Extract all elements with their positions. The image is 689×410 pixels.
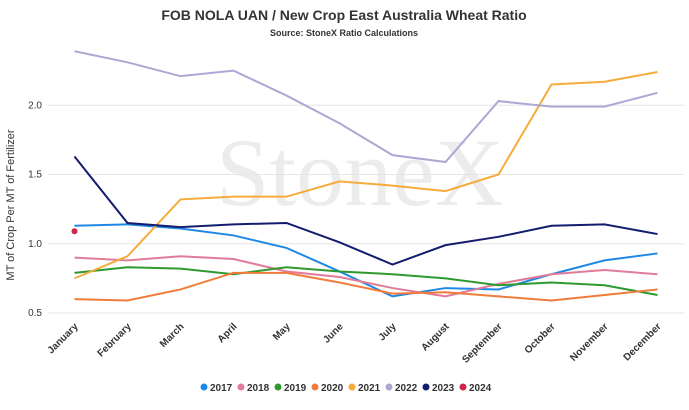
watermark: StoneX xyxy=(216,119,504,226)
x-tick-label: March xyxy=(158,321,187,350)
legend-marker xyxy=(274,383,282,391)
legend-label: 2017 xyxy=(210,383,233,394)
x-tick-label: September xyxy=(460,321,504,365)
legend-label: 2020 xyxy=(321,383,344,394)
y-tick-label: 0.5 xyxy=(28,308,42,319)
legend-marker xyxy=(459,383,467,391)
y-tick-label: 2.0 xyxy=(28,100,42,111)
y-tick-label: 1.0 xyxy=(28,239,42,250)
x-tick-label: November xyxy=(568,321,610,363)
series-point xyxy=(71,228,78,235)
legend-label: 2022 xyxy=(395,383,418,394)
series-line xyxy=(73,155,658,266)
series-line xyxy=(74,255,658,298)
legend-label: 2018 xyxy=(247,383,270,394)
x-tick-label: January xyxy=(46,321,81,356)
series-line xyxy=(74,223,658,298)
x-tick-label: May xyxy=(271,321,293,343)
legend-marker xyxy=(385,383,393,391)
legend-marker xyxy=(237,383,245,391)
legend-marker xyxy=(348,383,356,391)
x-tick-label: October xyxy=(523,321,558,356)
legend-label: 2023 xyxy=(432,383,455,394)
legend-label: 2021 xyxy=(358,383,381,394)
legend-label: 2024 xyxy=(469,383,492,394)
x-tick-label: July xyxy=(377,321,399,343)
series-line xyxy=(74,271,658,302)
series-line xyxy=(74,50,658,164)
series-line xyxy=(74,266,658,296)
x-tick-label: April xyxy=(216,321,240,345)
x-tick-label: December xyxy=(622,321,664,363)
x-tick-label: August xyxy=(419,321,452,354)
chart-subtitle: Source: StoneX Ratio Calculations xyxy=(270,28,418,38)
chart-title: FOB NOLA UAN / New Crop East Australia W… xyxy=(161,7,526,23)
x-tick-label: February xyxy=(96,321,134,359)
legend-marker xyxy=(311,383,319,391)
legend-marker xyxy=(200,383,208,391)
x-tick-label: June xyxy=(321,321,346,346)
legend-marker xyxy=(422,383,430,391)
legend-label: 2019 xyxy=(284,383,307,394)
series-line xyxy=(74,71,658,280)
y-axis-label: MT of Crop Per MT of Fertilizer xyxy=(5,129,17,281)
y-tick-label: 1.5 xyxy=(28,170,42,181)
